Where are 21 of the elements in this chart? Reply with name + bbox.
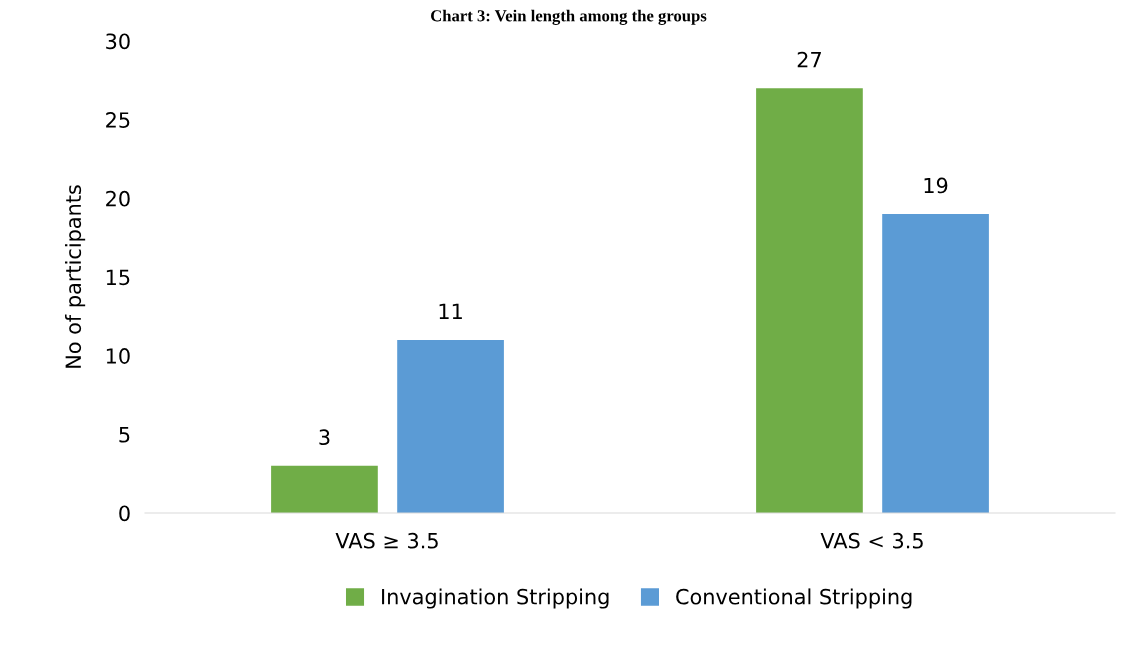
data-label: 27 xyxy=(797,51,821,68)
y-tick-label: 20 xyxy=(106,190,130,207)
y-tick-label: 5 xyxy=(119,427,130,443)
data-label: 3 xyxy=(319,429,330,446)
bar xyxy=(397,339,504,513)
y-tick-label: 10 xyxy=(106,348,130,364)
bar xyxy=(882,214,989,513)
y-tick-label: 0 xyxy=(119,505,130,522)
bar xyxy=(756,88,863,513)
x-tick-label: VAS < 3.5 xyxy=(820,532,923,549)
legend-label: Conventional Stripping xyxy=(676,588,912,609)
bar xyxy=(271,465,378,513)
y-tick-label: 30 xyxy=(106,33,130,50)
data-label: 11 xyxy=(439,303,462,319)
data-label: 19 xyxy=(924,177,948,194)
y-tick-label: 15 xyxy=(106,269,130,286)
chart-title: Chart 3: Vein length among the groups xyxy=(431,9,707,25)
y-tick-label: 25 xyxy=(106,112,130,128)
y-axis-title: No of participants xyxy=(64,185,86,368)
legend-label: Invagination Stripping xyxy=(382,588,609,609)
x-tick-label: VAS ≥ 3.5 xyxy=(335,532,438,549)
